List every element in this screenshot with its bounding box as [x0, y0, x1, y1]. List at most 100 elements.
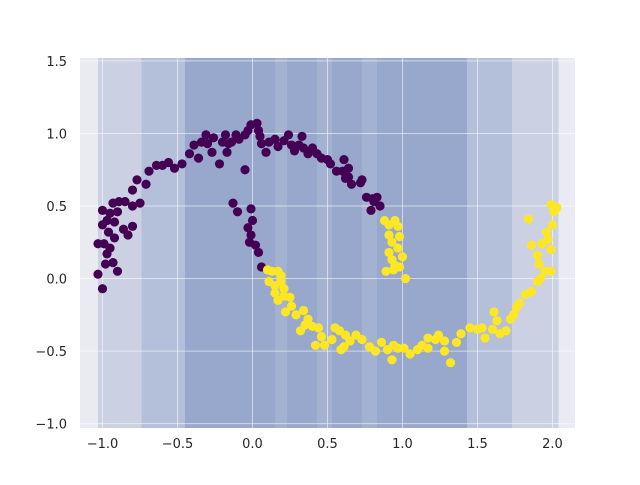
- scatter-point: [346, 179, 357, 189]
- points-layer: [93, 118, 562, 368]
- scatter-point: [93, 269, 103, 279]
- scatter-point: [184, 149, 195, 159]
- scatter-point: [276, 276, 286, 287]
- scatter-point: [228, 198, 238, 208]
- scatter-point: [310, 340, 321, 350]
- y-tick-label: −0.5: [35, 345, 67, 360]
- scatter-point: [390, 260, 400, 271]
- scatter-point: [127, 201, 138, 211]
- shaded-interval-0: [98, 58, 559, 428]
- scatter-point: [252, 118, 262, 128]
- shaded-interval-4: [287, 58, 317, 428]
- scatter-point: [273, 141, 283, 152]
- scatter-point: [283, 130, 294, 140]
- scatter-point: [279, 284, 289, 294]
- scatter-point: [532, 250, 543, 260]
- x-tick-label: 1.0: [392, 437, 413, 452]
- scatter-point: [546, 266, 556, 276]
- y-tick-label: 1.5: [46, 55, 67, 70]
- scatter-point: [534, 259, 544, 269]
- scatter-point: [514, 298, 525, 308]
- x-tick-label: −0.5: [162, 437, 194, 452]
- scatter-point: [339, 342, 349, 352]
- scatter-point: [97, 284, 108, 294]
- scatter-point: [127, 185, 138, 195]
- x-axis-ticks: −1.0 −0.5 0.0 0.5 1.0 1.5 2.0: [87, 437, 563, 452]
- scatter-point: [207, 147, 217, 157]
- scatter-point: [547, 220, 558, 230]
- scatter-point: [340, 173, 351, 184]
- scatter-point: [316, 331, 327, 342]
- scatter-point: [381, 266, 391, 276]
- scatter-point: [141, 179, 151, 189]
- scatter-point: [384, 247, 394, 258]
- scatter-point: [108, 257, 118, 268]
- scatter-point: [445, 358, 456, 368]
- x-tick-label: 0.5: [317, 437, 338, 452]
- scatter-point: [399, 343, 409, 353]
- scatter-point: [394, 231, 405, 242]
- scatter-point: [366, 205, 376, 215]
- scatter-point: [376, 337, 387, 347]
- scatter-point: [97, 205, 108, 215]
- scatter-point: [135, 198, 145, 208]
- scatter-point: [387, 355, 397, 365]
- scatter-point: [369, 197, 379, 207]
- scatter-point: [112, 207, 123, 217]
- scatter-point: [423, 333, 433, 343]
- scatter-point: [285, 292, 295, 303]
- shading-layer: [98, 58, 559, 428]
- scatter-point: [526, 240, 537, 250]
- scatter-point: [465, 323, 475, 333]
- scatter-point: [439, 336, 450, 346]
- scatter-point: [546, 244, 556, 255]
- scatter-point: [387, 237, 397, 247]
- scatter-point: [123, 230, 133, 240]
- scatter-point: [127, 221, 138, 231]
- shaded-interval-2: [185, 58, 467, 428]
- scatter-point: [201, 130, 211, 140]
- scatter-point: [451, 337, 462, 347]
- scatter-point: [327, 334, 337, 345]
- scatter-point: [439, 346, 450, 356]
- scatter-point: [384, 230, 394, 240]
- x-tick-label: −1.0: [87, 437, 119, 452]
- scatter-point: [247, 215, 258, 226]
- scatter-point: [370, 346, 381, 356]
- shaded-interval-5: [332, 58, 362, 428]
- scatter-point: [487, 324, 498, 334]
- x-tick-label: 1.5: [467, 437, 488, 452]
- shaded-interval-3: [185, 58, 275, 428]
- scatter-point: [489, 307, 499, 317]
- scatter-point: [100, 259, 111, 269]
- scatter-point: [523, 214, 534, 224]
- scatter-point: [393, 243, 403, 253]
- scatter-point: [246, 230, 256, 240]
- scatter-point: [345, 336, 355, 346]
- x-tick-label: 2.0: [542, 437, 563, 452]
- scatter-point: [339, 154, 349, 165]
- scatter-point: [163, 157, 174, 168]
- scatter-point: [298, 305, 309, 316]
- scatter-point: [325, 159, 336, 169]
- y-tick-label: −1.0: [35, 418, 67, 433]
- scatter-point: [295, 326, 306, 336]
- scatter-point: [105, 208, 115, 218]
- scatter-point: [222, 147, 232, 157]
- scatter-point: [280, 307, 291, 317]
- scatter-point: [480, 333, 490, 343]
- scatter-point: [256, 139, 267, 149]
- scatter-point: [273, 295, 283, 305]
- y-tick-label: 1.0: [46, 127, 67, 142]
- x-tick-label: 0.0: [242, 437, 263, 452]
- scatter-point: [109, 217, 120, 227]
- scatter-point: [357, 334, 367, 345]
- scatter-point: [102, 215, 112, 226]
- scatter-point: [243, 223, 253, 233]
- scatter-point: [492, 316, 502, 326]
- scatter-point: [232, 207, 243, 217]
- scatter-point: [286, 301, 297, 311]
- scatter-point: [343, 163, 354, 173]
- scatter-point: [220, 130, 231, 140]
